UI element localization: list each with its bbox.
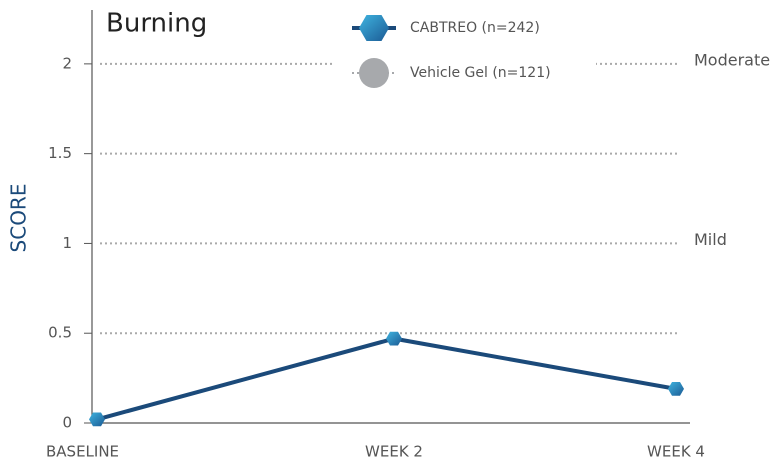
y-tick-label: 0.5 xyxy=(48,324,72,342)
series-line xyxy=(96,336,677,422)
y-tick-label: 1.5 xyxy=(48,144,72,162)
y-tick-label: 0 xyxy=(62,414,72,432)
legend-marker xyxy=(359,15,389,41)
x-tick-label: WEEK 2 xyxy=(365,443,423,461)
x-tick-label: BASELINE xyxy=(46,443,119,461)
chart-title: Burning xyxy=(106,9,207,39)
legend-label: CABTREO (n=242) xyxy=(410,20,540,36)
point-marker xyxy=(668,382,684,396)
x-tick-label: WEEK 4 xyxy=(647,443,705,461)
y-tick-label: 2 xyxy=(62,54,72,72)
annotation: Mild xyxy=(694,230,727,249)
annotation: Moderate xyxy=(694,50,770,69)
point-marker xyxy=(386,331,402,346)
point-marker xyxy=(89,412,105,427)
y-tick-label: 1 xyxy=(62,234,72,252)
y-axis-label: SCORE xyxy=(7,184,31,253)
legend-marker xyxy=(359,58,389,88)
legend-label: Vehicle Gel (n=121) xyxy=(410,65,551,81)
